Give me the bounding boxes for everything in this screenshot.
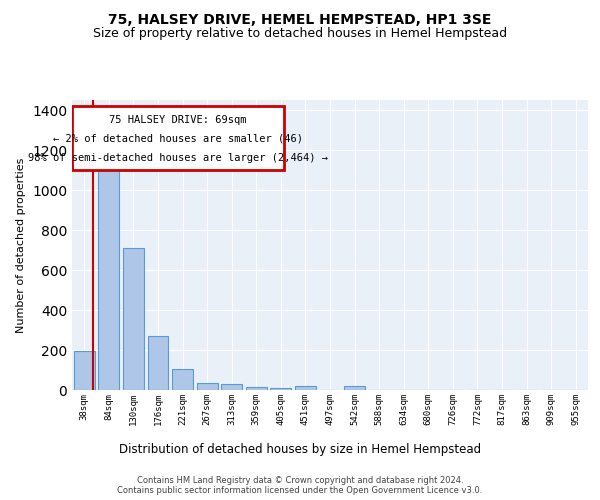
Bar <box>172 369 193 390</box>
Bar <box>148 336 169 390</box>
Text: Distribution of detached houses by size in Hemel Hempstead: Distribution of detached houses by size … <box>119 442 481 456</box>
Bar <box>344 386 365 390</box>
Text: Size of property relative to detached houses in Hemel Hempstead: Size of property relative to detached ho… <box>93 28 507 40</box>
Y-axis label: Number of detached properties: Number of detached properties <box>16 158 26 332</box>
Bar <box>123 248 144 390</box>
Bar <box>74 351 95 390</box>
Text: Contains public sector information licensed under the Open Government Licence v3: Contains public sector information licen… <box>118 486 482 495</box>
Bar <box>197 383 218 390</box>
Bar <box>98 161 119 390</box>
Bar <box>72 106 284 170</box>
Text: 98% of semi-detached houses are larger (2,464) →: 98% of semi-detached houses are larger (… <box>28 153 328 163</box>
Text: Contains HM Land Registry data © Crown copyright and database right 2024.: Contains HM Land Registry data © Crown c… <box>137 476 463 485</box>
Bar <box>295 386 316 390</box>
Text: ← 2% of detached houses are smaller (46): ← 2% of detached houses are smaller (46) <box>53 134 303 144</box>
Text: 75 HALSEY DRIVE: 69sqm: 75 HALSEY DRIVE: 69sqm <box>109 115 247 125</box>
Bar <box>246 387 267 390</box>
Text: 75, HALSEY DRIVE, HEMEL HEMPSTEAD, HP1 3SE: 75, HALSEY DRIVE, HEMEL HEMPSTEAD, HP1 3… <box>109 12 491 26</box>
Bar <box>221 384 242 390</box>
Bar <box>271 388 292 390</box>
